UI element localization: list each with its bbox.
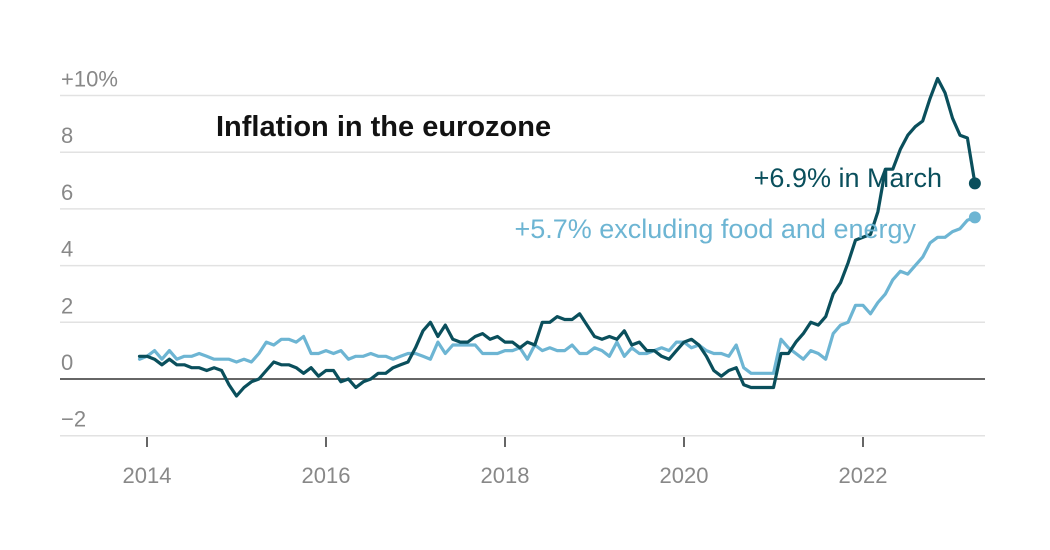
- y-tick-label: 2: [61, 293, 73, 318]
- y-tick-label: 0: [61, 350, 73, 375]
- x-tick-label: 2022: [839, 463, 888, 488]
- chart-title: Inflation in the eurozone: [216, 111, 551, 143]
- core-inflation-line: [137, 215, 977, 375]
- core-annotation-label: +5.7% excluding food and energy: [514, 214, 916, 244]
- x-tick-label: 2014: [123, 463, 172, 488]
- x-tick-label: 2020: [660, 463, 709, 488]
- y-axis-tick-labels: +10% 8 6 4 2 0 −2: [61, 67, 118, 432]
- y-tick-label: 8: [61, 123, 73, 148]
- core-endpoint-marker: [968, 211, 981, 224]
- series-lines: [137, 76, 981, 398]
- y-tick-label: 6: [61, 180, 73, 205]
- headline-annotation-label: +6.9% in March: [754, 163, 942, 193]
- y-tick-label: +10%: [61, 67, 118, 92]
- y-tick-label: 4: [61, 237, 73, 262]
- headline-endpoint-marker: [968, 177, 981, 190]
- x-tick-label: 2016: [302, 463, 351, 488]
- gridlines: [60, 94, 985, 437]
- y-tick-label: −2: [61, 407, 86, 432]
- x-axis: 2014 2016 2018 2020 2022: [123, 437, 888, 488]
- headline-inflation-line: [137, 76, 977, 398]
- annotations: Inflation in the eurozone +6.9% in March…: [216, 111, 942, 244]
- x-tick-label: 2018: [481, 463, 530, 488]
